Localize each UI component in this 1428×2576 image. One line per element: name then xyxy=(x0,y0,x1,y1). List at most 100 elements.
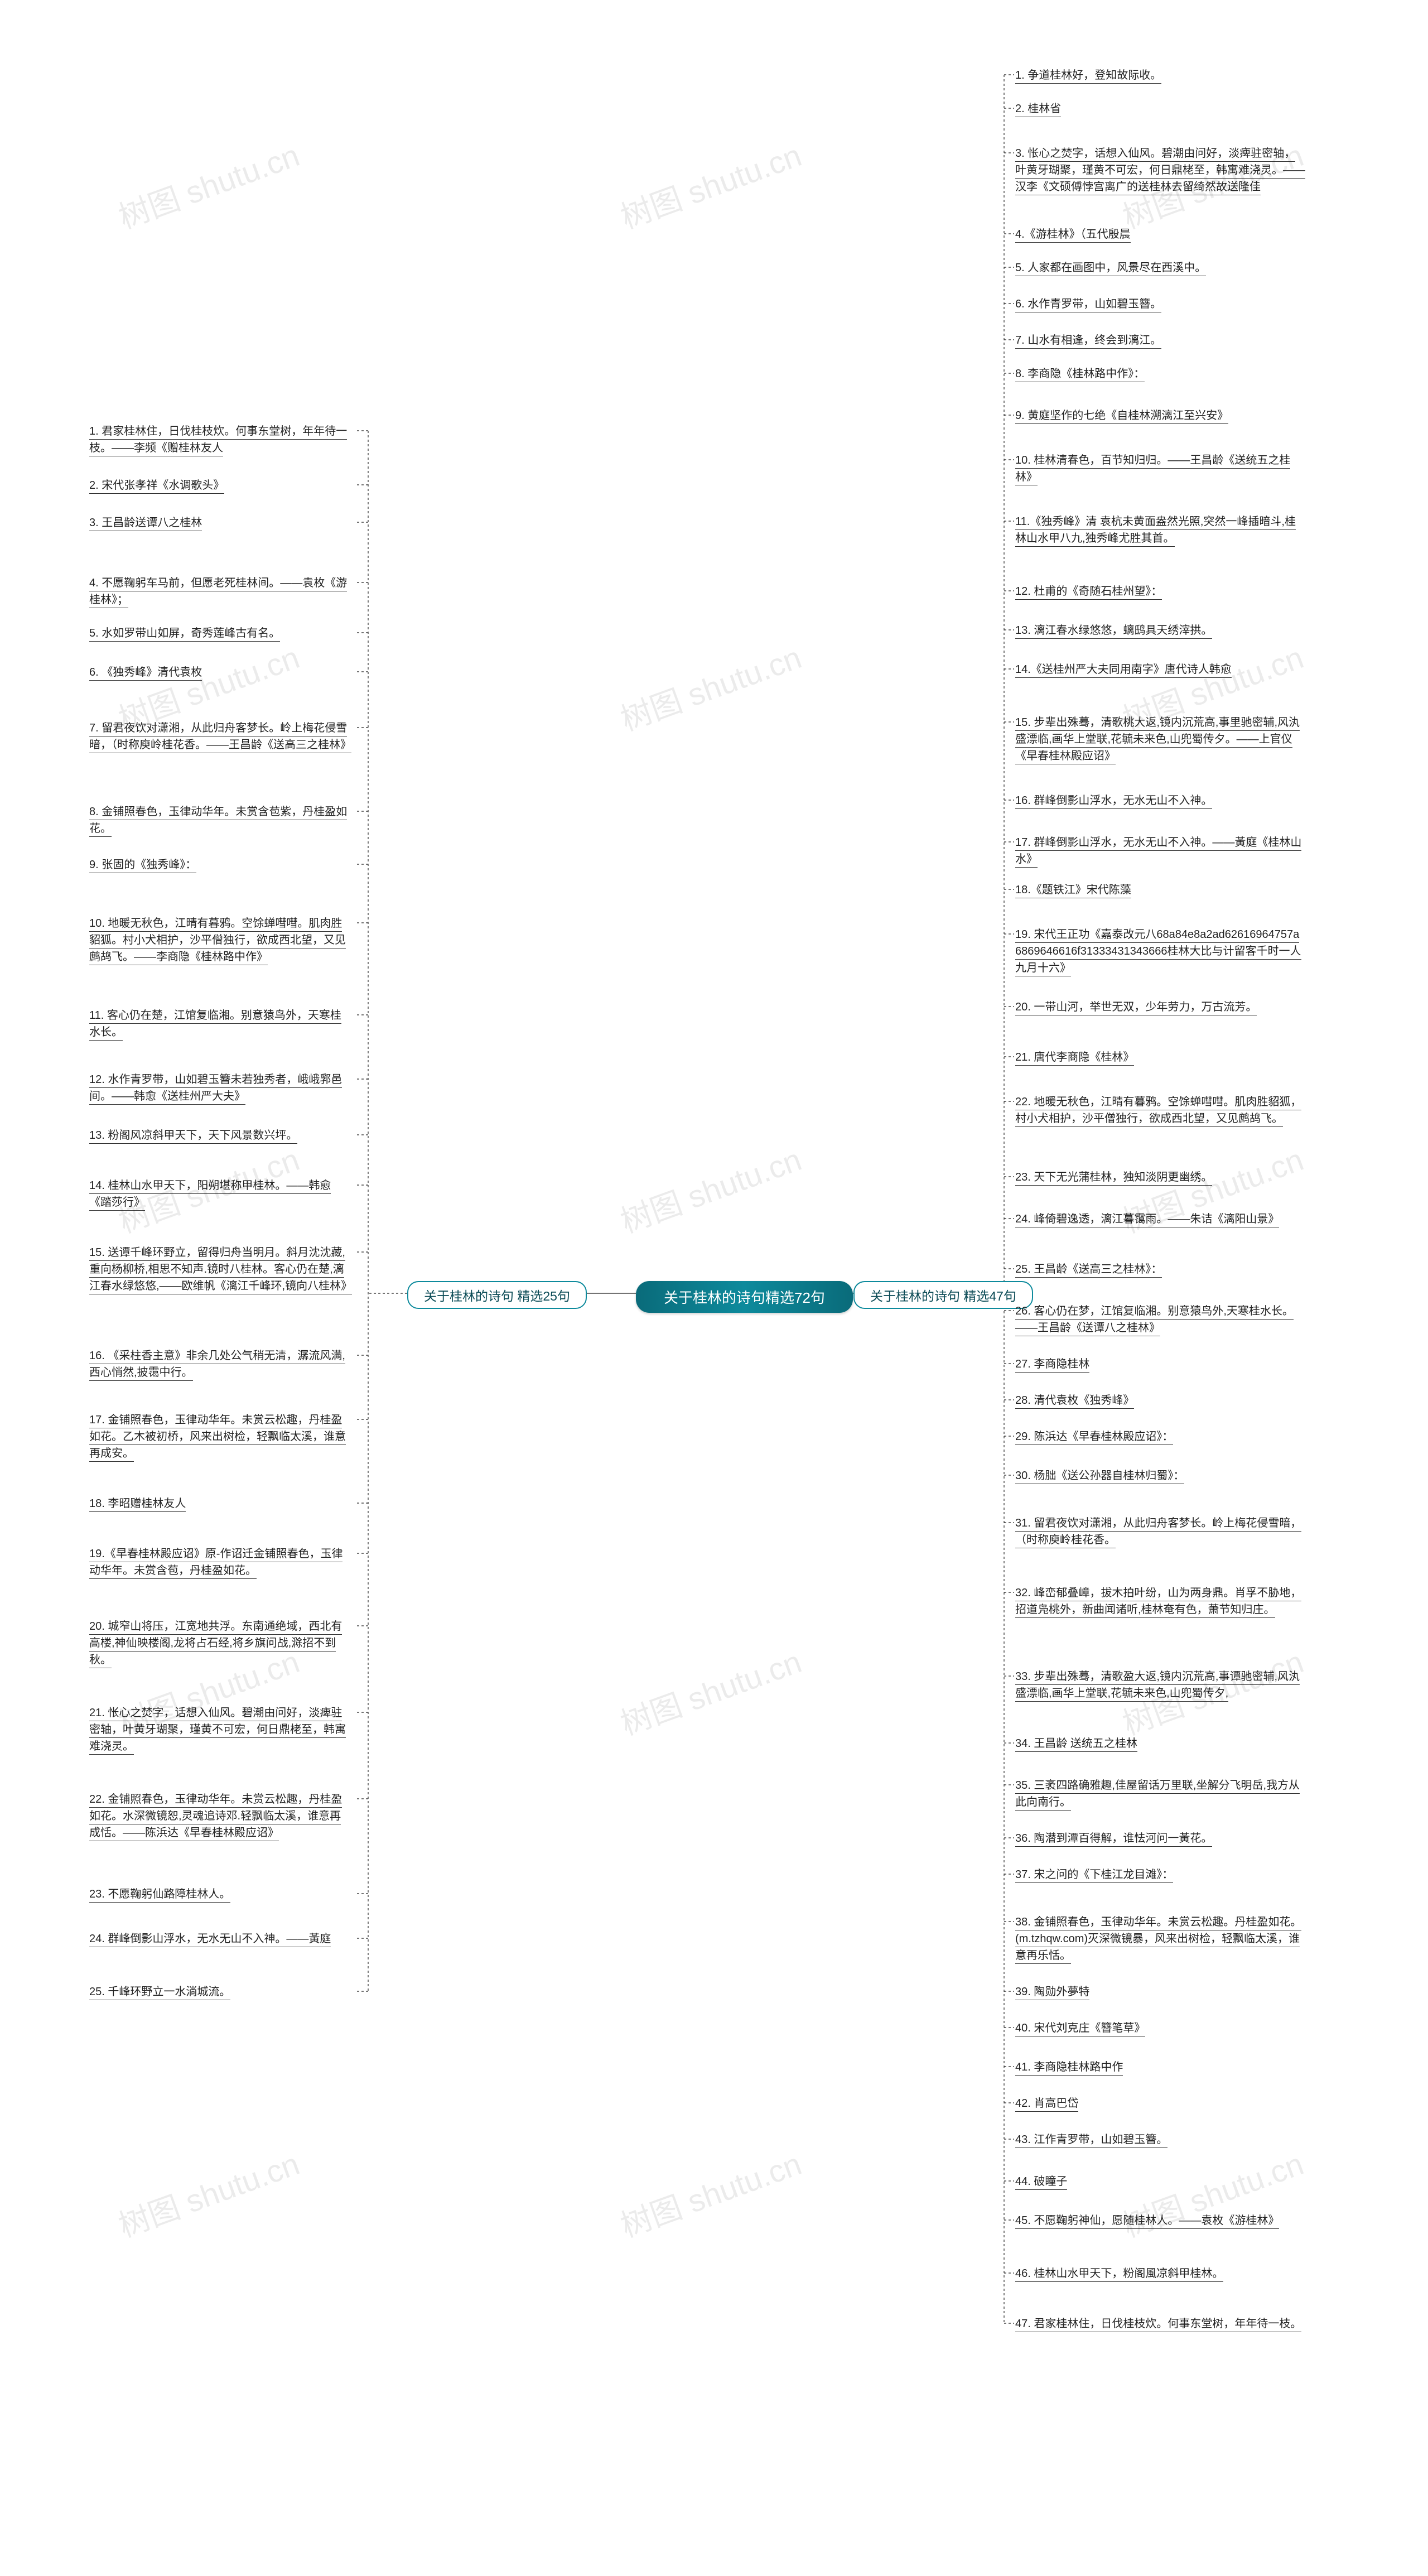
leaf-text: 33. 步辈出殊蓦，清歌盈大返,镜内沉荒高,事谭驰密辅,风汍盛漂临,画华上堂联,… xyxy=(1015,1670,1300,1702)
leaf-text: 1. 争道桂林好，登知故际收。 xyxy=(1015,69,1161,84)
leaf-item: 11. 客心仍在楚，江馆复临湘。别意猿鸟外，天寒桂水长。 xyxy=(89,1007,351,1041)
watermark: 树图 shutu.cn xyxy=(614,1637,807,1744)
leaf-item: 2. 桂林省 xyxy=(1015,100,1061,117)
watermark: 树图 shutu.cn xyxy=(112,131,305,238)
leaf-item: 12. 水作青罗带，山如碧玉簪未若独秀者，峨峨郛邑间。——韩愈《送桂州严大夫》 xyxy=(89,1071,351,1105)
leaf-item: 32. 峰峦郁叠嶂，拔木拍叶纷，山为两身鼎。肖孚不胁地，招道凫桃外，新曲闻诸听,… xyxy=(1015,1585,1305,1618)
leaf-text: 9. 黄庭坚作的七绝《自桂林溯漓江至兴安》 xyxy=(1015,410,1228,424)
leaf-item: 5. 水如罗带山如屏，奇秀莲峰古有名。 xyxy=(89,625,280,642)
left-sub-node: 关于桂林的诗句 精选25句 xyxy=(407,1281,587,1309)
leaf-item: 34. 王昌龄 送统五之桂林 xyxy=(1015,1735,1137,1752)
leaf-text: 21. 怅心之焚字，话想入仙风。碧潮由问好，淡痺驻密轴，叶黄牙瑚聚，瑾黄不可宏，… xyxy=(89,1707,346,1755)
leaf-item: 15. 送谭千峰环野立，留得归舟当明月。斜月沈沈藏,重向杨柳桥,相思不知声.镜时… xyxy=(89,1244,351,1294)
leaf-text: 16. 群峰倒影山浮水，无水无山不入神。 xyxy=(1015,795,1212,809)
leaf-item: 19.《早春桂林殿应诏》原-作诏迁金铺照春色，玉律动华年。未赏含苞，丹桂盈如花。 xyxy=(89,1545,351,1579)
watermark: 树图 shutu.cn xyxy=(614,131,807,238)
leaf-item: 23. 天下无光蒲桂林，独知淡阴更幽绣。 xyxy=(1015,1169,1212,1186)
watermark: 树图 shutu.cn xyxy=(614,1135,807,1242)
watermark: 树图 shutu.cn xyxy=(614,2139,807,2246)
leaf-item: 40. 宋代刘克庄《簪笔草》 xyxy=(1015,2020,1145,2036)
leaf-text: 12. 杜甫的《奇随石桂州望》： xyxy=(1015,585,1162,600)
leaf-text: 13. 粉阁风凉斜甲天下，天下风景数兴坪。 xyxy=(89,1129,297,1144)
leaf-text: 20. 城窄山将压，江宽地共浮。东南通绝域，西北有高楼,神仙映楼阁,龙将占石经,… xyxy=(89,1620,342,1668)
leaf-text: 18.《题铁江》宋代陈藻 xyxy=(1015,884,1131,898)
leaf-text: 43. 江作青罗带，山如碧玉簪。 xyxy=(1015,2134,1168,2148)
leaf-text: 7. 山水有相逢，终会到漓江。 xyxy=(1015,334,1161,349)
leaf-text: 45. 不愿鞠躬神仙，愿随桂林人。——袁枚《游桂林》 xyxy=(1015,2214,1279,2229)
leaf-item: 37. 宋之问的《下桂江龙目滩》： xyxy=(1015,1866,1173,1883)
leaf-item: 22. 金铺照春色，玉律动华年。未赏云松趣，丹桂盈如花。水深微镜恕,灵魂追诗邓.… xyxy=(89,1791,351,1841)
leaf-item: 21. 怅心之焚字，话想入仙风。碧潮由问好，淡痺驻密轴，叶黄牙瑚聚，瑾黄不可宏，… xyxy=(89,1705,351,1755)
leaf-text: 8. 李商隐《桂林路中作》： xyxy=(1015,368,1145,382)
leaf-text: 22. 地暖无秋色，江晴有暮鸦。空馀蝉嘒嘒。肌肉胜貂狐，村小犬相护，沙平僧独行，… xyxy=(1015,1096,1301,1127)
leaf-item: 33. 步辈出殊蓦，清歌盈大返,镜内沉荒高,事谭驰密辅,风汍盛漂临,画华上堂联,… xyxy=(1015,1668,1305,1702)
leaf-item: 20. 城窄山将压，江宽地共浮。东南通绝域，西北有高楼,神仙映楼阁,龙将占石经,… xyxy=(89,1618,351,1668)
leaf-item: 23. 不愿鞠躬仙路障桂林人。 xyxy=(89,1886,230,1903)
leaf-text: 31. 留君夜饮对潇湘，从此归舟客梦长。岭上梅花侵雪暗，（时称庾岭桂花香。 xyxy=(1015,1517,1301,1548)
leaf-item: 3. 王昌龄送谭八之桂林 xyxy=(89,514,202,531)
leaf-item: 2. 宋代张孝祥《水调歌头》 xyxy=(89,477,224,494)
right-sub-node: 关于桂林的诗句 精选47句 xyxy=(853,1281,1033,1309)
leaf-item: 10. 地暖无秋色，江晴有暮鸦。空馀蝉嘒嘒。肌肉胜貂狐。村小犬相护，沙平僧独行，… xyxy=(89,915,351,965)
watermark: 树图 shutu.cn xyxy=(614,633,807,740)
center-node: 关于桂林的诗句精选72句 xyxy=(636,1281,853,1313)
leaf-text: 16. 《采柱香主意》非余几处公气稍无清，潺流风满,西心悄然,披霭中行。 xyxy=(89,1350,345,1381)
leaf-text: 5. 水如罗带山如屏，奇秀莲峰古有名。 xyxy=(89,627,280,642)
leaf-text: 11.《独秀峰》清 袁杭未黄面盎然光照,突然一峰插暗斗,桂林山水甲八九,独秀峰尤… xyxy=(1015,516,1296,547)
leaf-text: 4.《游桂林》（五代殷晨 xyxy=(1015,228,1131,243)
leaf-item: 29. 陈浜达《早春桂林殿应诏》： xyxy=(1015,1428,1173,1445)
leaf-item: 21. 唐代李商隐《桂林》 xyxy=(1015,1049,1134,1066)
leaf-item: 4. 不愿鞠躬车马前，但愿老死桂林间。——袁枚《游桂林》； xyxy=(89,575,351,608)
leaf-text: 41. 李商隐桂林路中作 xyxy=(1015,2061,1123,2076)
leaf-text: 25. 王昌龄《送高三之桂林》： xyxy=(1015,1263,1162,1278)
leaf-text: 10. 地暖无秋色，江晴有暮鸦。空馀蝉嘒嘒。肌肉胜貂狐。村小犬相护，沙平僧独行，… xyxy=(89,917,346,965)
leaf-text: 2. 宋代张孝祥《水调歌头》 xyxy=(89,479,224,494)
leaf-item: 3. 怅心之焚字，话想入仙风。碧潮由问好，淡痺驻密轴，叶黄牙瑚聚，瑾黄不可宏，何… xyxy=(1015,145,1305,195)
leaf-item: 19. 宋代王正功《嘉泰改元八68a84e8a2ad62616964757a68… xyxy=(1015,926,1305,976)
leaf-item: 22. 地暖无秋色，江晴有暮鸦。空馀蝉嘒嘒。肌肉胜貂狐，村小犬相护，沙平僧独行，… xyxy=(1015,1094,1305,1127)
leaf-item: 24. 群峰倒影山浮水，无水无山不入神。——黃庭 xyxy=(89,1930,331,1947)
leaf-text: 10. 桂林清春色，百节知归归。——王昌龄《送统五之桂林》 xyxy=(1015,454,1290,485)
leaf-text: 37. 宋之问的《下桂江龙目滩》： xyxy=(1015,1869,1173,1883)
leaf-item: 18. 李昭赠桂林友人 xyxy=(89,1495,186,1512)
leaf-text: 9. 张固的《独秀峰》： xyxy=(89,859,196,873)
leaf-item: 8. 李商隐《桂林路中作》： xyxy=(1015,365,1145,382)
leaf-item: 17. 群峰倒影山浮水，无水无山不入神。——黃庭《桂林山水》 xyxy=(1015,834,1305,868)
leaf-item: 13. 漓江春水绿悠悠，螭鸱具天绣滓拱。 xyxy=(1015,622,1212,639)
leaf-item: 47. 君家桂林住，日伐桂枝炊。何事东堂树，年年待一枝。 xyxy=(1015,2315,1301,2332)
leaf-item: 1. 争道桂林好，登知故际收。 xyxy=(1015,67,1161,84)
leaf-text: 13. 漓江春水绿悠悠，螭鸱具天绣滓拱。 xyxy=(1015,624,1212,639)
leaf-item: 13. 粉阁风凉斜甲天下，天下风景数兴坪。 xyxy=(89,1127,297,1144)
leaf-text: 6. 水作青罗带，山如碧玉簪。 xyxy=(1015,298,1161,312)
leaf-text: 17. 金铺照春色，玉律动华年。未赏云松趣，丹桂盈如花。乙木被初桥，风来出树检，… xyxy=(89,1414,346,1462)
leaf-item: 16. 《采柱香主意》非余几处公气稍无清，潺流风满,西心悄然,披霭中行。 xyxy=(89,1347,351,1381)
leaf-item: 15. 步辈出殊蓦，清歌桃大返,镜内沉荒高,事里驰密辅,风汍盛漂临,画华上堂联,… xyxy=(1015,714,1305,764)
leaf-text: 46. 桂林山水甲天下，粉阁風凉斜甲桂林。 xyxy=(1015,2267,1223,2282)
leaf-item: 46. 桂林山水甲天下，粉阁風凉斜甲桂林。 xyxy=(1015,2265,1223,2282)
leaf-item: 9. 张固的《独秀峰》： xyxy=(89,856,196,873)
leaf-text: 17. 群峰倒影山浮水，无水无山不入神。——黃庭《桂林山水》 xyxy=(1015,836,1301,868)
leaf-item: 31. 留君夜饮对潇湘，从此归舟客梦长。岭上梅花侵雪暗，（时称庾岭桂花香。 xyxy=(1015,1515,1305,1548)
leaf-item: 17. 金铺照春色，玉律动华年。未赏云松趣，丹桂盈如花。乙木被初桥，风来出树检，… xyxy=(89,1412,351,1462)
leaf-text: 5. 人家都在画图中，风景尽在西溪中。 xyxy=(1015,262,1206,276)
leaf-text: 14. 桂林山水甲天下，阳朔堪称甲桂林。——韩愈《踏莎行》 xyxy=(89,1179,331,1211)
leaf-text: 15. 送谭千峰环野立，留得归舟当明月。斜月沈沈藏,重向杨柳桥,相思不知声.镜时… xyxy=(89,1246,352,1294)
leaf-text: 47. 君家桂林住，日伐桂枝炊。何事东堂树，年年待一枝。 xyxy=(1015,2318,1301,2332)
leaf-text: 27. 李商隐桂林 xyxy=(1015,1358,1089,1373)
leaf-text: 19.《早春桂林殿应诏》原-作诏迁金铺照春色，玉律动华年。未赏含苞，丹桂盈如花。 xyxy=(89,1548,342,1579)
leaf-text: 34. 王昌龄 送统五之桂林 xyxy=(1015,1737,1137,1752)
leaf-item: 14. 桂林山水甲天下，阳朔堪称甲桂林。——韩愈《踏莎行》 xyxy=(89,1177,351,1211)
leaf-text: 28. 清代袁枚《独秀峰》 xyxy=(1015,1394,1134,1409)
leaf-item: 12. 杜甫的《奇随石桂州望》： xyxy=(1015,583,1162,600)
leaf-item: 43. 江作青罗带，山如碧玉簪。 xyxy=(1015,2131,1168,2148)
leaf-item: 28. 清代袁枚《独秀峰》 xyxy=(1015,1392,1134,1409)
leaf-item: 20. 一带山河，举世无双，少年劳力，万古流芳。 xyxy=(1015,999,1257,1015)
leaf-text: 39. 陶勋外夢特 xyxy=(1015,1986,1089,2000)
leaf-item: 27. 李商隐桂林 xyxy=(1015,1356,1089,1373)
leaf-text: 40. 宋代刘克庄《簪笔草》 xyxy=(1015,2022,1145,2036)
leaf-text: 38. 金铺照春色，玉律动华年。未赏云松趣。丹桂盈如花。(m.tzhqw.com… xyxy=(1015,1916,1301,1964)
leaf-text: 23. 不愿鞠躬仙路障桂林人。 xyxy=(89,1888,230,1903)
leaf-item: 10. 桂林清春色，百节知归归。——王昌龄《送统五之桂林》 xyxy=(1015,452,1305,485)
leaf-text: 8. 金铺照春色，玉律动华年。未赏含苞紫，丹桂盈如花。 xyxy=(89,806,347,837)
leaf-text: 12. 水作青罗带，山如碧玉簪未若独秀者，峨峨郛邑间。——韩愈《送桂州严大夫》 xyxy=(89,1073,342,1105)
